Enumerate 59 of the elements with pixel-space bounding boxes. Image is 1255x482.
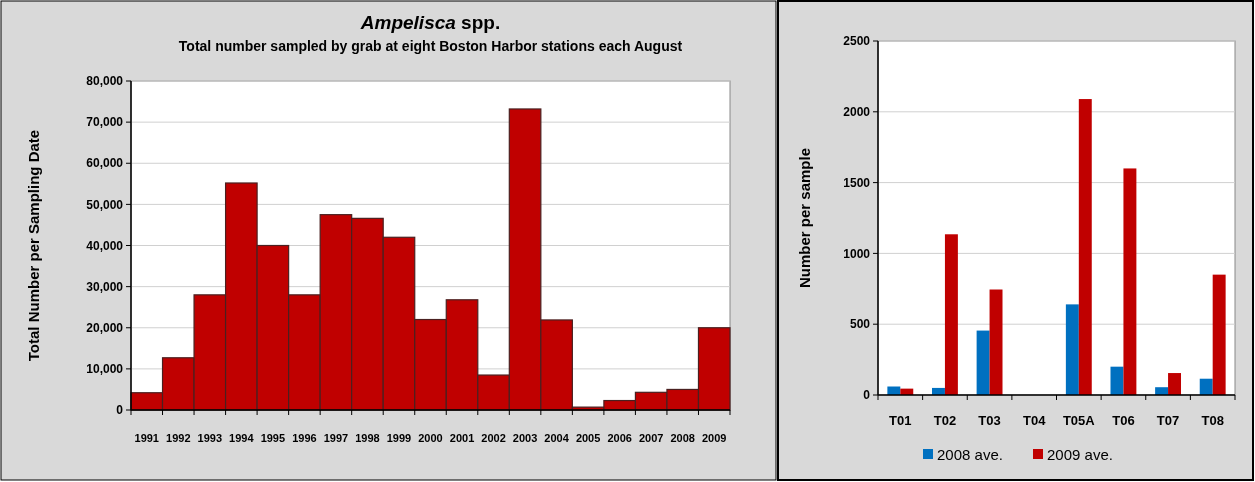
x-tick-label: 2006	[607, 432, 632, 444]
bar	[1078, 99, 1092, 395]
legend-label: 2009 ave.	[1047, 445, 1113, 463]
y-tick-label: 0	[863, 388, 871, 403]
y-axis-title: Total Number per Sampling Date	[25, 129, 42, 362]
x-tick-label: 1997	[323, 432, 349, 444]
bar	[989, 289, 1003, 395]
bar	[1110, 366, 1124, 395]
x-tick-label: 2009	[701, 432, 727, 444]
y-tick-label: 50,000	[86, 197, 124, 212]
y-tick-label: 1500	[843, 175, 871, 190]
x-tick-label: T03	[978, 413, 1001, 428]
x-tick-label: 1996	[292, 432, 317, 444]
x-tick-label: T05A	[1062, 413, 1096, 428]
y-tick-label: 70,000	[86, 115, 124, 130]
y-tick-label: 0	[116, 403, 124, 418]
y-tick-label: 1000	[843, 246, 871, 261]
chart-subtitle: Total number sampled by grab at eight Boston Harbor stations each August	[178, 38, 683, 54]
bar	[976, 330, 990, 395]
legend-label: 2008 ave.	[937, 445, 1003, 463]
x-tick-label: T06	[1112, 413, 1135, 428]
x-tick-label: 2004	[544, 432, 570, 444]
y-tick-label: 500	[849, 317, 871, 332]
y-tick-label: 80,000	[86, 74, 124, 89]
x-tick-label: 1992	[166, 432, 191, 444]
x-tick-label: T02	[933, 413, 957, 428]
bar	[1155, 387, 1169, 395]
x-tick-label: 2008	[670, 432, 695, 444]
x-tick-label: T07	[1156, 413, 1180, 428]
x-tick-label: 2002	[481, 432, 506, 444]
x-tick-label: 2000	[418, 432, 443, 444]
x-tick-label: T04	[1022, 413, 1047, 428]
y-tick-label: 30,000	[86, 279, 124, 294]
bar	[1123, 168, 1137, 395]
y-tick-label: 2000	[843, 105, 871, 119]
x-tick-label: 1999	[386, 432, 412, 444]
bar	[1065, 304, 1079, 395]
bar	[1168, 373, 1181, 395]
bar	[944, 234, 958, 395]
x-tick-label: 1991	[134, 432, 160, 444]
y-tick-label: 20,000	[86, 320, 124, 335]
chart-title: Ampelisca spp.	[359, 12, 501, 33]
y-tick-label: 60,000	[86, 156, 124, 171]
x-tick-label: T01	[889, 413, 912, 428]
y-tick-label: 10,000	[86, 362, 124, 377]
x-tick-label: 2001	[449, 432, 475, 444]
bar	[1212, 274, 1226, 395]
y-axis-title: Number per sample	[796, 147, 813, 289]
x-tick-label: 2005	[575, 432, 601, 444]
x-tick-label: 1994	[229, 432, 255, 444]
y-tick-label: 40,000	[86, 238, 124, 253]
bar	[1199, 378, 1213, 395]
x-tick-label: 1998	[355, 432, 380, 444]
x-tick-label: T08	[1201, 413, 1224, 428]
x-tick-label: 2007	[638, 432, 664, 444]
y-tick-label: 2500	[843, 34, 871, 49]
x-tick-label: 2003	[512, 432, 538, 444]
x-tick-label: 1995	[260, 432, 286, 444]
x-tick-label: 1993	[197, 432, 223, 444]
